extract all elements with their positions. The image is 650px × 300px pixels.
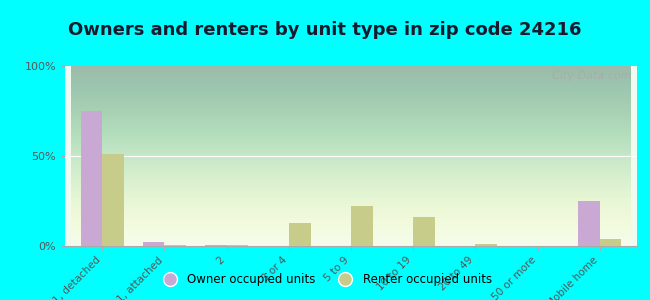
Bar [600, 239, 621, 246]
Bar [81, 111, 102, 246]
Bar [351, 206, 372, 246]
Bar [227, 245, 248, 246]
Text: City-Data.com: City-Data.com [545, 71, 631, 81]
Bar [164, 245, 187, 246]
Legend: Owner occupied units, Renter occupied units: Owner occupied units, Renter occupied un… [153, 269, 497, 291]
Bar [578, 201, 600, 246]
Bar [102, 154, 124, 246]
Bar [475, 244, 497, 246]
Bar [143, 242, 164, 246]
Bar [413, 217, 435, 246]
Text: Owners and renters by unit type in zip code 24216: Owners and renters by unit type in zip c… [68, 21, 582, 39]
Bar [205, 245, 227, 246]
Bar [289, 223, 311, 246]
